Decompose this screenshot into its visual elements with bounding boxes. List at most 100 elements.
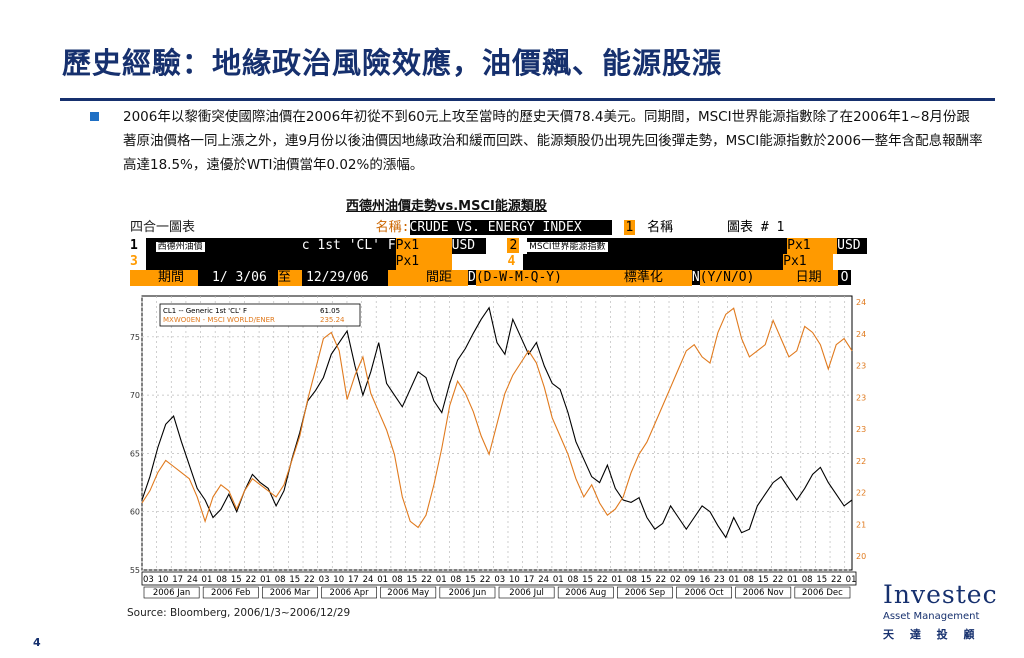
day-tick-label: 15 (289, 575, 300, 585)
bb-norm-label: 標準化 (623, 270, 692, 286)
bb-s1-px[interactable]: Px1 (395, 238, 452, 254)
month-label-box (439, 586, 496, 599)
day-tick-label: 01 (611, 575, 622, 585)
bb-period-from[interactable]: 1/ 3/06 (198, 270, 278, 286)
day-tick-label: 03 (494, 575, 505, 585)
bloomberg-chart-panel: 四合一圖表 名稱:CRUDE VS. ENERGY INDEX 1 名稱 圖表 … (130, 220, 880, 600)
day-tick-label: 03 (319, 575, 330, 585)
day-tick-label: 17 (524, 575, 535, 585)
legend-entry-name: MXWO0EN - MSCI WORLD/ENER (163, 316, 275, 324)
day-tick-label: 15 (641, 575, 652, 585)
bb-period-label: 期間 (130, 270, 198, 286)
month-label-box (735, 586, 792, 599)
bb-period-row: 期間 1/ 3/06 至 12/29/06 間距 D(D-W-M-Q-Y) 標準化 N(Y/N… (130, 270, 880, 286)
day-tick-label: 15 (758, 575, 769, 585)
right-tick-label: 23 (856, 425, 866, 434)
day-tick-label: 22 (245, 575, 256, 585)
day-tick-label: 15 (582, 575, 593, 585)
day-tick-label: 08 (216, 575, 227, 585)
bb-chart-type: 四合一圖表 (130, 220, 196, 235)
day-tick-label: 22 (655, 575, 666, 585)
bb-interval-value[interactable]: D (468, 270, 476, 285)
chart-background (130, 290, 880, 600)
bb-norm-opts: (Y/N/O) (699, 270, 796, 286)
day-tick-label: 15 (231, 575, 242, 585)
bb-s2-field[interactable]: MSCI世界能源指數 (527, 238, 788, 255)
chart-legend: CL1 -- Generic 1st 'CL' F 61.05 MXWO0EN - … (159, 303, 361, 327)
month-tick-label: 2006 Dec (802, 588, 843, 598)
month-label-box (380, 586, 437, 599)
bb-s2-label: MSCI世界能源指數 (527, 242, 608, 252)
legend-entry-name: CL1 -- Generic 1st 'CL' F (163, 307, 247, 315)
bb-period-to-label: 至 (278, 270, 302, 286)
bb-date-label: 日期 (795, 270, 838, 286)
day-tick-label: 10 (333, 575, 344, 585)
bb-s1-ticker: c 1st 'CL' F (301, 238, 396, 253)
left-tick-label: 70 (130, 391, 140, 400)
left-tick-label: 55 (130, 566, 140, 575)
bb-period-to[interactable]: 12/29/06 (302, 270, 388, 286)
bb-date-value[interactable]: O (837, 270, 852, 285)
day-tick-label: 01 (729, 575, 740, 585)
month-tick-label: 2006 Jun (449, 588, 487, 598)
month-tick-label: 2006 Apr (330, 588, 370, 598)
bb-s1-field[interactable]: 西德州油價 c 1st 'CL' F (145, 238, 396, 255)
day-tick-label: 02 (670, 575, 681, 585)
right-tick-label: 21 (856, 520, 866, 529)
right-tick-label: 20 (856, 552, 866, 561)
bb-row1-num: 1 (623, 220, 636, 235)
day-tick-label: 01 (202, 575, 213, 585)
bb-name2: 名稱 (647, 220, 674, 235)
bb-s4-num: 4 (507, 254, 516, 269)
day-tick-label: 01 (553, 575, 564, 585)
day-tick-label: 16 (699, 575, 710, 585)
series-line-msci-energy (141, 307, 853, 529)
day-tick-label: 15 (407, 575, 418, 585)
bb-name-label: 名稱: (375, 220, 410, 235)
bb-name-value[interactable]: CRUDE VS. ENERGY INDEX (409, 220, 612, 235)
month-tick-label: 2006 Feb (211, 588, 250, 598)
bb-s3-num: 3 (130, 254, 138, 269)
day-tick-label: 01 (846, 575, 857, 585)
day-tick-label: 17 (348, 575, 359, 585)
legend-entry-value: 61.05 (320, 307, 340, 315)
title-divider (60, 98, 995, 101)
legend-box (159, 303, 361, 327)
bullet-paragraph: 2006年以黎衝突使國際油價在2006年初從不到60元上攻至當時的歷史天價78.… (123, 109, 983, 173)
bb-s4-field[interactable] (523, 254, 784, 270)
bullet-square-icon (90, 112, 99, 121)
day-tick-label: 22 (597, 575, 608, 585)
month-tick-label: 2006 Nov (743, 588, 784, 598)
bb-s1-num: 1 (130, 238, 138, 253)
bb-s4-px[interactable]: Px1 (783, 254, 834, 270)
chart-grid (141, 295, 853, 571)
bb-s3-px[interactable]: Px1 (395, 254, 452, 270)
month-tick-label: 2006 Mar (270, 588, 311, 598)
day-tick-label: 01 (436, 575, 447, 585)
day-tick-label: 10 (158, 575, 169, 585)
right-tick-label: 24 (856, 330, 866, 339)
right-tick-label: 22 (856, 489, 866, 498)
month-label-box (262, 586, 318, 599)
legend-entry-value: 235.24 (320, 316, 345, 324)
bb-series-row-1: 1 西德州油價 c 1st 'CL' F Px1 USD 2 MSCI世界能源指數 Px… (130, 238, 880, 255)
month-tick-label: 2006 Oct (685, 588, 725, 598)
month-label-box (498, 586, 555, 599)
day-tick-label: 01 (787, 575, 798, 585)
bb-s1-label: 西德州油價 (155, 242, 205, 252)
bb-s3-field[interactable] (145, 254, 396, 270)
day-tick-label: 09 (685, 575, 696, 585)
bb-norm-value[interactable]: N (691, 270, 700, 285)
day-tick-label: 08 (626, 575, 637, 585)
day-tick-label: 08 (802, 575, 813, 585)
month-tick-label: 2006 Jul (509, 588, 544, 598)
logo-subtitle: Asset Management (883, 611, 980, 622)
day-tick-label: 24 (538, 575, 549, 585)
bb-s2-px[interactable]: Px1 (787, 238, 838, 254)
right-tick-label: 22 (856, 457, 866, 466)
day-tick-label: 22 (772, 575, 783, 585)
series-line-crude (141, 306, 853, 539)
bb-chart-num: 圖表 # 1 (727, 220, 785, 235)
day-tick-label: 15 (816, 575, 827, 585)
